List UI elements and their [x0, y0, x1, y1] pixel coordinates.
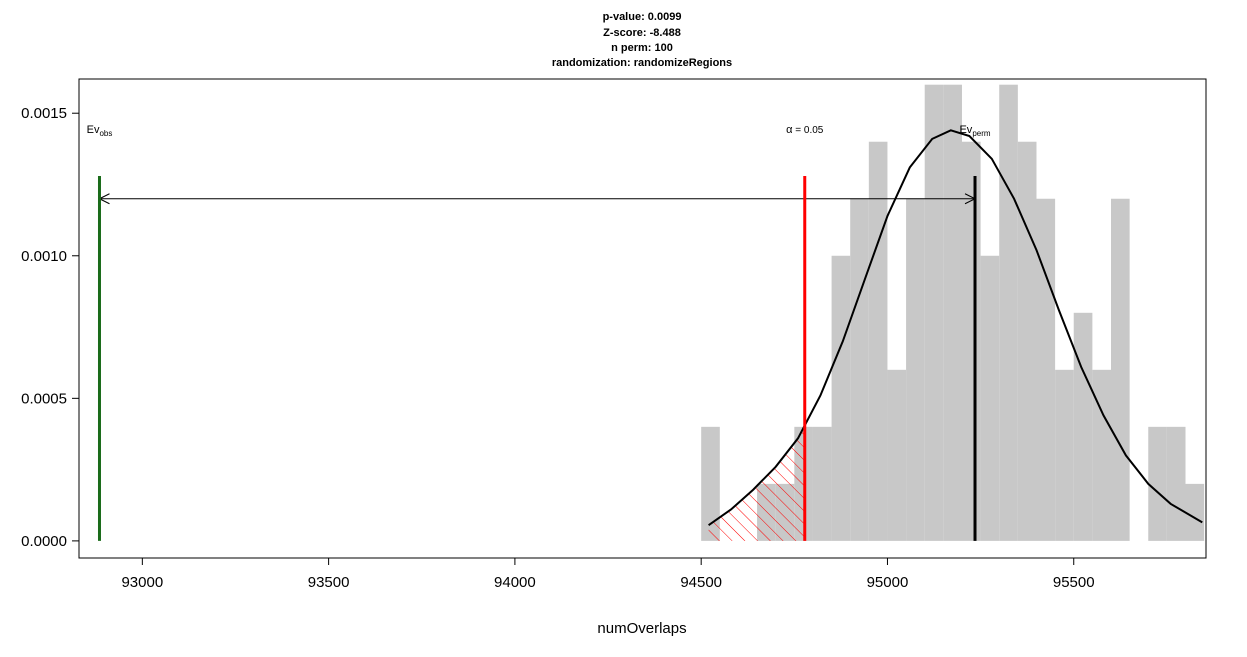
y-tick-label: 0.0000 — [21, 533, 67, 550]
histogram-bar-26 — [1185, 483, 1205, 541]
histogram-bar-9 — [868, 141, 888, 541]
alpha-label-value: = 0.05 — [793, 125, 824, 136]
histogram-bar-16 — [999, 84, 1018, 541]
histogram-bar-14 — [961, 141, 981, 541]
x-axis-title: numOverlaps — [597, 620, 686, 637]
rejection-region — [708, 425, 805, 541]
histogram-bar-0 — [701, 426, 720, 541]
histogram-bar-22 — [1110, 198, 1130, 541]
density-curve — [708, 129, 1203, 527]
alpha-label: α = 0.05 — [786, 124, 824, 136]
y-tick-label: 0.0015 — [21, 105, 67, 122]
histogram-bar-13 — [943, 84, 962, 541]
rejection-hatch — [708, 425, 805, 541]
x-tick-label: 93000 — [121, 574, 163, 591]
y-axis: 0.0000 0.0005 0.0010 0.0015 — [21, 105, 79, 550]
perm-label-sub: perm — [972, 129, 991, 138]
y-tick-label: 0.0005 — [21, 390, 67, 407]
histogram-bar-20 — [1073, 312, 1093, 541]
perm-label-main: Ev — [959, 124, 972, 136]
perm-mean-label: Evperm — [959, 124, 990, 138]
title-z-score: Z-score: -8.488 — [603, 27, 681, 39]
chart-title: p-value: 0.0099 Z-score: -8.488 n perm: … — [552, 11, 732, 69]
histogram-bar-21 — [1092, 369, 1111, 541]
x-tick-label: 94500 — [680, 574, 722, 591]
histogram-bar-11 — [906, 198, 925, 541]
histogram-bar-7 — [831, 255, 851, 541]
histogram-bar-19 — [1055, 369, 1074, 541]
histogram-bar-18 — [1036, 198, 1056, 541]
alpha-label-symbol: α — [786, 124, 793, 136]
histogram-bar-10 — [887, 369, 907, 541]
plot-frame — [78, 78, 1207, 559]
observed-label-main: Ev — [87, 124, 100, 136]
histogram-bar-24 — [1148, 426, 1167, 541]
observed-label: Evobs — [87, 124, 113, 138]
x-axis: 93000 93500 94000 94500 95000 95500 — [121, 558, 1095, 591]
histogram-bar-25 — [1166, 426, 1186, 541]
x-tick-label: 95000 — [867, 574, 909, 591]
x-tick-label: 94000 — [494, 574, 536, 591]
x-tick-label: 93500 — [308, 574, 350, 591]
observed-label-sub: obs — [99, 129, 112, 138]
title-randomization: randomization: randomizeRegions — [552, 57, 732, 69]
y-tick-label: 0.0010 — [21, 248, 67, 265]
histogram-bar-15 — [980, 255, 1000, 541]
histogram-bar-6 — [812, 426, 832, 541]
histogram-bar-12 — [924, 84, 944, 541]
title-n-perm: n perm: 100 — [611, 42, 673, 54]
title-p-value: p-value: 0.0099 — [603, 11, 682, 23]
x-tick-label: 95500 — [1053, 574, 1095, 591]
histogram-bar-8 — [850, 198, 869, 541]
histogram-bar-17 — [1017, 141, 1037, 541]
